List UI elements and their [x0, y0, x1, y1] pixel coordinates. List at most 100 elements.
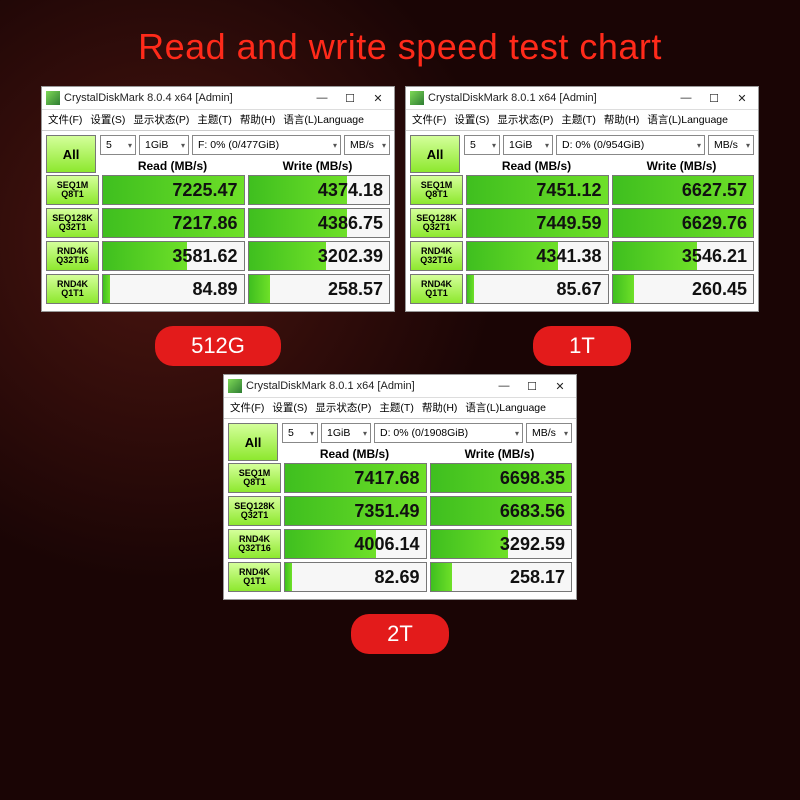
- menu-profile[interactable]: 显示状态(P): [497, 112, 553, 127]
- menu-settings[interactable]: 设置(S): [454, 112, 489, 127]
- chevron-down-icon: ▾: [382, 141, 386, 150]
- write-value: 6683.56: [500, 501, 565, 522]
- controls-row: 5▾ 1GiB▾ D: 0% (0/1908GiB)▾ MB/s▾: [278, 419, 576, 447]
- test-type-button[interactable]: SEQ128K Q32T1: [46, 208, 99, 238]
- menu-help[interactable]: 帮助(H): [422, 400, 458, 415]
- test-count-select[interactable]: 5▾: [464, 135, 500, 155]
- menu-file[interactable]: 文件(F): [230, 400, 264, 415]
- run-all-button[interactable]: All: [228, 423, 278, 461]
- run-all-button[interactable]: All: [410, 135, 460, 173]
- test-size-select[interactable]: 1GiB▾: [321, 423, 371, 443]
- test-type-button[interactable]: SEQ128K Q32T1: [410, 208, 463, 238]
- unit-select[interactable]: MB/s▾: [708, 135, 754, 155]
- close-button[interactable]: ✕: [728, 89, 756, 107]
- results-table: SEQ1M Q8T1 7417.68 6698.35 SEQ128K Q32T1…: [224, 463, 576, 599]
- write-value-cell: 6629.76: [612, 208, 755, 238]
- test-type-button[interactable]: SEQ1M Q8T1: [228, 463, 281, 493]
- benchmark-row: SEQ128K Q32T1 7449.59 6629.76: [410, 208, 754, 238]
- minimize-button[interactable]: —: [308, 89, 336, 107]
- write-header: Write (MB/s): [609, 159, 754, 173]
- window-title: CrystalDiskMark 8.0.1 x64 [Admin]: [246, 380, 490, 392]
- read-value: 82.69: [374, 567, 419, 588]
- read-value: 84.89: [192, 279, 237, 300]
- menu-help[interactable]: 帮助(H): [604, 112, 640, 127]
- menu-file[interactable]: 文件(F): [412, 112, 446, 127]
- read-value-cell: 7351.49: [284, 496, 427, 526]
- close-button[interactable]: ✕: [546, 377, 574, 395]
- test-count-select[interactable]: 5▾: [282, 423, 318, 443]
- write-value: 258.57: [328, 279, 383, 300]
- run-all-button[interactable]: All: [46, 135, 96, 173]
- test-type-button[interactable]: RND4K Q32T16: [46, 241, 99, 271]
- test-label-2: Q8T1: [61, 190, 84, 199]
- menu-profile[interactable]: 显示状态(P): [315, 400, 371, 415]
- drive-select[interactable]: D: 0% (0/1908GiB)▾: [374, 423, 523, 443]
- write-value-cell: 4386.75: [248, 208, 391, 238]
- test-type-button[interactable]: RND4K Q1T1: [46, 274, 99, 304]
- write-value-cell: 6683.56: [430, 496, 573, 526]
- read-header: Read (MB/s): [100, 159, 245, 173]
- test-type-button[interactable]: RND4K Q32T16: [228, 529, 281, 559]
- write-value-cell: 3202.39: [248, 241, 391, 271]
- menu-language[interactable]: 语言(L)Language: [647, 112, 728, 127]
- unit-select[interactable]: MB/s▾: [526, 423, 572, 443]
- test-size-select[interactable]: 1GiB▾: [139, 135, 189, 155]
- test-count-select[interactable]: 5▾: [100, 135, 136, 155]
- write-value: 6627.57: [682, 180, 747, 201]
- write-value: 4374.18: [318, 180, 383, 201]
- menu-theme[interactable]: 主题(T): [379, 400, 413, 415]
- write-value-cell: 4374.18: [248, 175, 391, 205]
- maximize-button[interactable]: ☐: [336, 89, 364, 107]
- window-titlebar[interactable]: CrystalDiskMark 8.0.1 x64 [Admin] — ☐ ✕: [406, 87, 758, 110]
- maximize-button[interactable]: ☐: [700, 89, 728, 107]
- read-value: 4006.14: [354, 534, 419, 555]
- test-type-button[interactable]: SEQ128K Q32T1: [228, 496, 281, 526]
- size-value: 1GiB: [327, 427, 350, 439]
- app-icon: [228, 379, 242, 393]
- benchmark-panel: CrystalDiskMark 8.0.1 x64 [Admin] — ☐ ✕ …: [405, 86, 759, 366]
- drive-select[interactable]: D: 0% (0/954GiB)▾: [556, 135, 705, 155]
- read-value-cell: 82.69: [284, 562, 427, 592]
- test-type-button[interactable]: SEQ1M Q8T1: [46, 175, 99, 205]
- window-title: CrystalDiskMark 8.0.4 x64 [Admin]: [64, 92, 308, 104]
- minimize-button[interactable]: —: [672, 89, 700, 107]
- window-titlebar[interactable]: CrystalDiskMark 8.0.4 x64 [Admin] — ☐ ✕: [42, 87, 394, 110]
- menu-file[interactable]: 文件(F): [48, 112, 82, 127]
- menu-theme[interactable]: 主题(T): [197, 112, 231, 127]
- menu-bar: 文件(F) 设置(S) 显示状态(P) 主题(T) 帮助(H) 语言(L)Lan…: [224, 398, 576, 419]
- close-button[interactable]: ✕: [364, 89, 392, 107]
- page-title: Read and write speed test chart: [0, 0, 800, 86]
- test-type-button[interactable]: SEQ1M Q8T1: [410, 175, 463, 205]
- maximize-button[interactable]: ☐: [518, 377, 546, 395]
- column-headers: Read (MB/s) Write (MB/s): [278, 447, 576, 463]
- drive-select[interactable]: F: 0% (0/477GiB)▾: [192, 135, 341, 155]
- menu-theme[interactable]: 主题(T): [561, 112, 595, 127]
- window-titlebar[interactable]: CrystalDiskMark 8.0.1 x64 [Admin] — ☐ ✕: [224, 375, 576, 398]
- column-headers: Read (MB/s) Write (MB/s): [96, 159, 394, 175]
- menu-settings[interactable]: 设置(S): [90, 112, 125, 127]
- test-type-button[interactable]: RND4K Q1T1: [228, 562, 281, 592]
- unit-select[interactable]: MB/s▾: [344, 135, 390, 155]
- drive-value: F: 0% (0/477GiB): [198, 139, 279, 151]
- read-value: 7451.12: [536, 180, 601, 201]
- drive-value: D: 0% (0/954GiB): [562, 139, 644, 151]
- menu-help[interactable]: 帮助(H): [240, 112, 276, 127]
- read-value-cell: 7217.86: [102, 208, 245, 238]
- test-label-2: Q32T16: [56, 256, 89, 265]
- menu-language[interactable]: 语言(L)Language: [283, 112, 364, 127]
- app-icon: [410, 91, 424, 105]
- test-size-select[interactable]: 1GiB▾: [503, 135, 553, 155]
- read-value-cell: 7417.68: [284, 463, 427, 493]
- unit-value: MB/s: [714, 139, 738, 151]
- minimize-button[interactable]: —: [490, 377, 518, 395]
- menu-profile[interactable]: 显示状态(P): [133, 112, 189, 127]
- window-title: CrystalDiskMark 8.0.1 x64 [Admin]: [428, 92, 672, 104]
- benchmark-row: RND4K Q1T1 84.89 258.57: [46, 274, 390, 304]
- test-type-button[interactable]: RND4K Q1T1: [410, 274, 463, 304]
- test-type-button[interactable]: RND4K Q32T16: [410, 241, 463, 271]
- write-value: 3546.21: [682, 246, 747, 267]
- benchmark-row: RND4K Q32T16 3581.62 3202.39: [46, 241, 390, 271]
- menu-settings[interactable]: 设置(S): [272, 400, 307, 415]
- menu-language[interactable]: 语言(L)Language: [465, 400, 546, 415]
- test-label-2: Q32T1: [423, 223, 451, 232]
